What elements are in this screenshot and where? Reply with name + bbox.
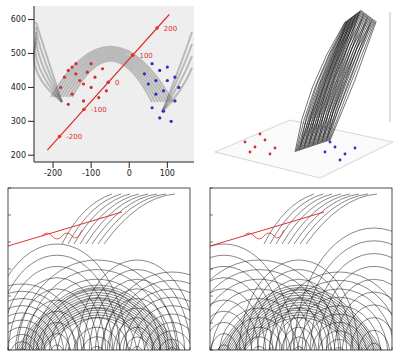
- svg-text:0: 0: [127, 169, 132, 178]
- svg-text:600: 600: [11, 15, 26, 24]
- svg-text:300: 300: [11, 117, 26, 126]
- svg-text:200: 200: [11, 151, 26, 160]
- svg-text:500: 500: [11, 49, 26, 58]
- svg-text:0: 0: [115, 79, 119, 87]
- svg-text:100: 100: [160, 169, 175, 178]
- svg-text:100: 100: [139, 52, 152, 60]
- svg-text:-100: -100: [91, 106, 107, 114]
- svg-text:-100: -100: [82, 169, 100, 178]
- svg-text:-200: -200: [66, 133, 82, 141]
- svg-text:-200: -200: [44, 169, 62, 178]
- svg-text:200: 200: [164, 25, 177, 33]
- svg-text:400: 400: [11, 83, 26, 92]
